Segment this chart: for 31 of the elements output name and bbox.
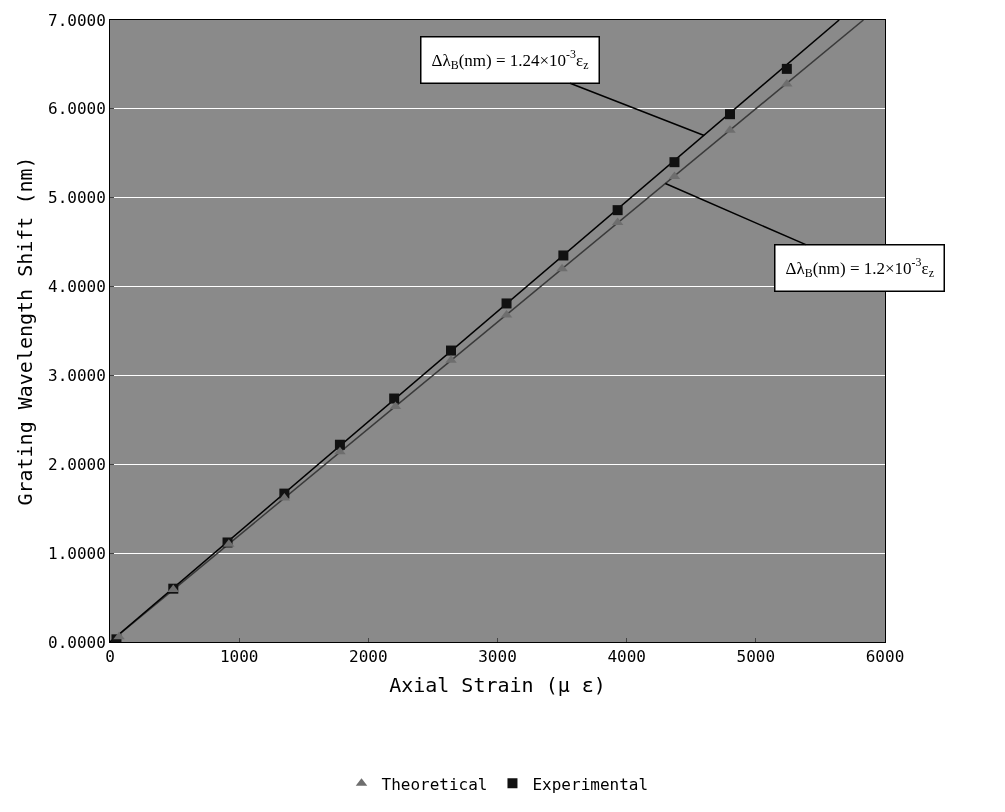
point xyxy=(725,109,735,120)
y-tick-label: 5.0000 xyxy=(48,188,106,208)
x-tick-label: 0 xyxy=(105,647,115,667)
point xyxy=(669,157,680,168)
x-tick-label: 5000 xyxy=(736,647,776,667)
x-tick-label: 1000 xyxy=(219,647,259,667)
y-tick-label: 4.0000 xyxy=(48,277,106,297)
point xyxy=(612,205,623,216)
y-tick-label: 3.0000 xyxy=(48,366,106,386)
x-tick-label: 4000 xyxy=(607,647,646,667)
point xyxy=(501,298,512,309)
point xyxy=(781,63,792,74)
point xyxy=(446,345,456,356)
point xyxy=(558,250,569,261)
point xyxy=(334,439,345,450)
y-tick-label: 0.0000 xyxy=(48,632,106,652)
legend-label: Theoretical xyxy=(381,774,488,794)
x-axis-title: Axial Strain (μ ε) xyxy=(389,672,606,697)
point xyxy=(389,393,400,404)
annotation: Δλ$_{B}$(nm) = 1.2×10$^{-3}$ε$_{z}$ xyxy=(785,255,934,281)
x-tick-label: 3000 xyxy=(478,647,517,667)
y-tick-label: 1.0000 xyxy=(48,543,106,563)
y-axis-title: Grating Wavelength Shift (nm) xyxy=(12,156,37,506)
y-tick-label: 6.0000 xyxy=(48,99,106,119)
y-tick-label: 7.0000 xyxy=(48,10,106,30)
point xyxy=(556,263,568,272)
legend-label: Experimental xyxy=(532,774,649,794)
x-tick-label: 6000 xyxy=(865,647,905,667)
x-tick-label: 2000 xyxy=(349,647,388,667)
y-tick-label: 2.0000 xyxy=(48,454,106,474)
annotation: Δλ$_{B}$(nm) = 1.24×10$^{-3}$ε$_{z}$ xyxy=(431,47,589,73)
